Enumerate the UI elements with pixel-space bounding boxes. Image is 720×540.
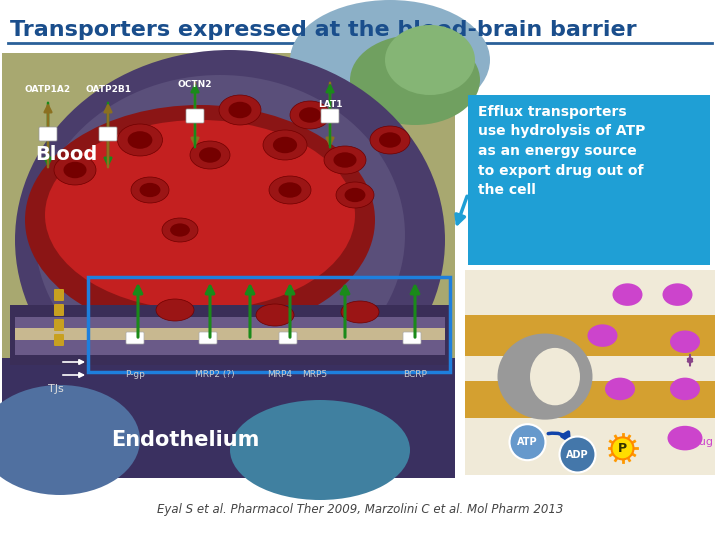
Ellipse shape [345,188,366,202]
Ellipse shape [290,101,330,129]
Ellipse shape [45,120,355,310]
Text: Transporters expressed at the blood-brain barrier: Transporters expressed at the blood-brai… [10,20,636,40]
Text: Endothelium: Endothelium [111,430,259,450]
Text: Blood: Blood [35,145,97,164]
Text: P-gp: P-gp [125,370,145,379]
Ellipse shape [269,176,311,204]
Ellipse shape [228,102,251,118]
Ellipse shape [273,137,297,153]
Ellipse shape [613,284,642,306]
Ellipse shape [498,334,593,420]
Ellipse shape [370,126,410,154]
Ellipse shape [256,304,294,326]
Ellipse shape [379,132,401,148]
Ellipse shape [117,124,163,156]
Ellipse shape [290,0,490,120]
FancyBboxPatch shape [54,334,64,346]
Ellipse shape [63,162,86,178]
FancyBboxPatch shape [15,328,445,340]
Text: drug: drug [687,437,713,447]
FancyBboxPatch shape [99,127,117,141]
Ellipse shape [350,35,480,125]
Circle shape [611,437,634,460]
FancyBboxPatch shape [2,53,455,478]
FancyBboxPatch shape [321,109,339,123]
FancyBboxPatch shape [54,319,64,331]
Ellipse shape [35,75,405,395]
Text: Eyal S et al. Pharmacol Ther 2009, Marzolini C et al. Mol Pharm 2013: Eyal S et al. Pharmacol Ther 2009, Marzo… [157,503,563,516]
Ellipse shape [670,330,700,353]
Text: MRP2 (?): MRP2 (?) [195,370,235,379]
Circle shape [559,436,595,472]
FancyBboxPatch shape [279,332,297,344]
Ellipse shape [341,301,379,323]
Ellipse shape [0,385,140,495]
Ellipse shape [336,182,374,208]
Ellipse shape [605,377,635,400]
Ellipse shape [199,147,221,163]
Text: Efflux transporters
use hydrolysis of ATP
as an energy source
to export drug out: Efflux transporters use hydrolysis of AT… [478,105,645,197]
Ellipse shape [333,152,356,168]
Ellipse shape [156,299,194,321]
Ellipse shape [54,155,96,185]
Ellipse shape [324,146,366,174]
FancyBboxPatch shape [54,304,64,316]
Ellipse shape [170,224,190,237]
Ellipse shape [299,107,321,123]
Ellipse shape [140,183,161,197]
Ellipse shape [230,400,410,500]
FancyBboxPatch shape [403,332,421,344]
Text: BCRP: BCRP [403,370,427,379]
Ellipse shape [385,25,475,95]
Text: MRP4: MRP4 [268,370,292,379]
Ellipse shape [662,284,693,306]
Text: LAT1: LAT1 [318,100,342,109]
FancyBboxPatch shape [186,109,204,123]
FancyBboxPatch shape [468,95,710,265]
Ellipse shape [670,377,700,400]
Text: OATP1A2: OATP1A2 [25,85,71,94]
Text: OCTN2: OCTN2 [178,80,212,89]
Ellipse shape [279,183,302,198]
Ellipse shape [588,325,618,347]
FancyBboxPatch shape [126,332,144,344]
FancyBboxPatch shape [199,332,217,344]
Text: OATP2B1: OATP2B1 [85,85,131,94]
FancyBboxPatch shape [15,317,445,355]
Ellipse shape [15,50,445,430]
FancyBboxPatch shape [2,358,455,478]
Text: TJs: TJs [48,384,64,394]
Ellipse shape [25,105,375,335]
Ellipse shape [162,218,198,242]
FancyBboxPatch shape [465,315,715,356]
FancyBboxPatch shape [465,381,715,417]
FancyBboxPatch shape [465,270,715,475]
Ellipse shape [667,426,703,450]
FancyBboxPatch shape [10,305,450,365]
Ellipse shape [131,177,169,203]
FancyBboxPatch shape [39,127,57,141]
FancyArrowPatch shape [548,432,569,441]
Ellipse shape [127,131,153,149]
Text: P: P [618,442,627,455]
Text: ATP: ATP [517,437,538,447]
FancyBboxPatch shape [54,289,64,301]
Ellipse shape [219,95,261,125]
Circle shape [510,424,546,460]
Text: MRP5: MRP5 [302,370,328,379]
Text: ADP: ADP [566,449,589,460]
Ellipse shape [263,130,307,160]
Ellipse shape [190,141,230,169]
Ellipse shape [530,348,580,406]
